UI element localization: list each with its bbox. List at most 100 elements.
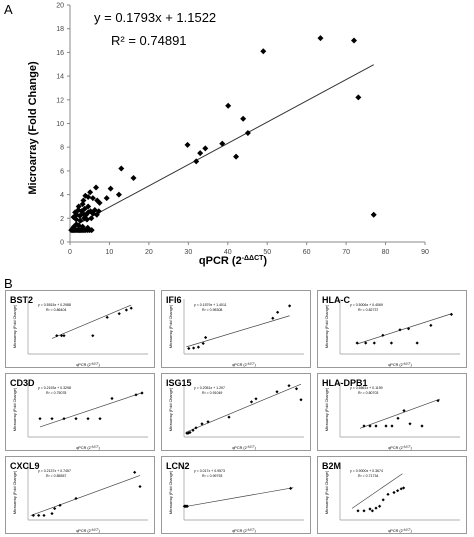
mini-data-point [206, 420, 210, 424]
mini-chart-r-squared: R² = 0.95308 [202, 308, 222, 312]
mini-chart-title: CXCL9 [10, 461, 40, 471]
mini-data-point [62, 334, 66, 338]
mini-data-point [390, 424, 394, 428]
mini-y-axis-label: Microarray (Fold Change) [13, 304, 17, 348]
panel-a-y-tick-label: 2 [60, 216, 64, 223]
mini-chart-title: HLA-C [322, 295, 350, 305]
mini-data-point [62, 417, 66, 421]
panel-a-axes [67, 4, 426, 245]
panel-a-x-axis-label: qPCR (2-ΔΔCT) [199, 255, 268, 267]
data-point [184, 141, 191, 148]
mini-data-point [271, 316, 275, 320]
data-point [130, 175, 137, 182]
mini-data-point [192, 346, 196, 350]
data-point [96, 199, 103, 206]
panel-a-y-axis-label: Microarray (Fold Change) [27, 61, 39, 195]
mini-chart-r-squared: R² = 0.86404 [46, 308, 66, 312]
mini-data-point [370, 509, 374, 513]
mini-data-point [294, 387, 299, 391]
mini-data-point [204, 335, 208, 340]
mini-data-point [374, 424, 378, 428]
data-point [85, 203, 92, 210]
data-point [317, 35, 324, 42]
data-point [89, 195, 96, 202]
mini-data-point [362, 509, 366, 513]
panel-a-label: A [4, 2, 13, 17]
mini-data-point [37, 513, 41, 518]
data-point [79, 223, 86, 230]
mini-data-point [42, 513, 46, 518]
mini-data-point [288, 304, 292, 308]
mini-chart-title: BST2 [10, 295, 33, 305]
data-point [87, 189, 94, 196]
mini-trendline [185, 383, 302, 433]
mini-data-point [386, 492, 390, 496]
mini-x-axis-label: qPCR (2-ΔΔCT) [76, 362, 100, 368]
mini-x-axis-label: qPCR (2-ΔΔCT) [76, 528, 100, 534]
mini-chart-equation: y = 0.9000x + 0.3674 [350, 469, 383, 473]
mini-data-point [186, 431, 191, 435]
mini-data-point [275, 390, 279, 394]
mini-chart-equation: y = 0.2137x + 0.7457 [38, 469, 71, 473]
mini-chart-equation: y = 0.1579x + 1.4011 [194, 303, 227, 307]
mini-trendline [39, 392, 143, 428]
mini-data-point [362, 424, 366, 428]
panel-a-x-tick-label: 90 [421, 249, 429, 256]
data-point [233, 153, 240, 160]
mini-chart-b2m: B2M y = 0.9000x + 0.3674 R² = 0.71734 Micro… [317, 456, 467, 534]
mini-chart-bst2: BST2 y = 0.5515x + 0.2988 R² = 0.86404 Micr… [5, 290, 155, 368]
mini-data-point [372, 341, 376, 345]
mini-x-axis-label: qPCR (2-ΔΔCT) [76, 445, 100, 451]
data-point [103, 195, 110, 202]
panel-a-y-tick-label: 10 [56, 121, 64, 128]
mini-chart-r-squared: R² = 0.91049 [202, 391, 222, 395]
mini-y-axis-label: Microarray (Fold Change) [169, 304, 173, 348]
panel-a-x-tick-label: 70 [342, 249, 350, 256]
mini-data-point [449, 312, 454, 316]
mini-x-axis-label: qPCR (2-ΔΔCT) [232, 445, 256, 451]
mini-data-point [129, 306, 133, 310]
mini-chart-title: ISG15 [166, 378, 192, 388]
mini-data-point [227, 415, 231, 419]
mini-y-axis-label: Microarray (Fold Change) [13, 470, 17, 514]
mini-chart-r-squared: R² = 0.75078 [46, 391, 66, 395]
mini-data-point [110, 396, 114, 401]
panel-a-x-tick-label: 30 [184, 249, 192, 256]
panel-a-x-tick-label: 60 [303, 249, 311, 256]
panel-a-y-tick-label: 4 [60, 192, 64, 199]
panel-a-trendline [69, 64, 374, 229]
mini-data-point [200, 422, 204, 426]
mini-data-point [398, 328, 402, 332]
mini-data-point [191, 428, 195, 432]
mini-chart-isg15: ISG15 y = 0.2051x + 1.297 R² = 0.91049 Micr… [161, 373, 311, 451]
mini-data-point [140, 391, 144, 395]
mini-data-point [378, 504, 382, 508]
mini-x-axis-label: qPCR (2-ΔΔCT) [388, 445, 412, 451]
mini-y-axis-label: Microarray (Fold Change) [13, 387, 17, 431]
data-point [240, 115, 247, 122]
data-point [197, 150, 204, 157]
mini-data-point [436, 399, 440, 403]
mini-data-point [402, 409, 406, 413]
panel-a-x-tick-label: 10 [106, 249, 114, 256]
mini-chart-equation: y = 0.6661x + 0.1199 [350, 386, 383, 390]
mini-chart-title: IFI6 [166, 295, 182, 305]
mini-data-point [364, 341, 368, 345]
mini-data-point [381, 498, 385, 502]
data-point [260, 48, 267, 55]
data-point [355, 94, 362, 101]
data-point [202, 145, 209, 152]
mini-x-axis-label: qPCR (2-ΔΔCT) [388, 362, 412, 368]
mini-x-axis-label: qPCR (2-ΔΔCT) [232, 528, 256, 534]
mini-data-point [368, 507, 372, 511]
panel-a-x-tick-label: 50 [263, 249, 271, 256]
panel-a-y-tick-label: 8 [60, 145, 64, 152]
panel-a-y-tick-label: 20 [56, 3, 64, 10]
mini-chart-title: HLA-DPB1 [322, 378, 368, 388]
mini-y-axis-label: Microarray (Fold Change) [325, 387, 329, 431]
